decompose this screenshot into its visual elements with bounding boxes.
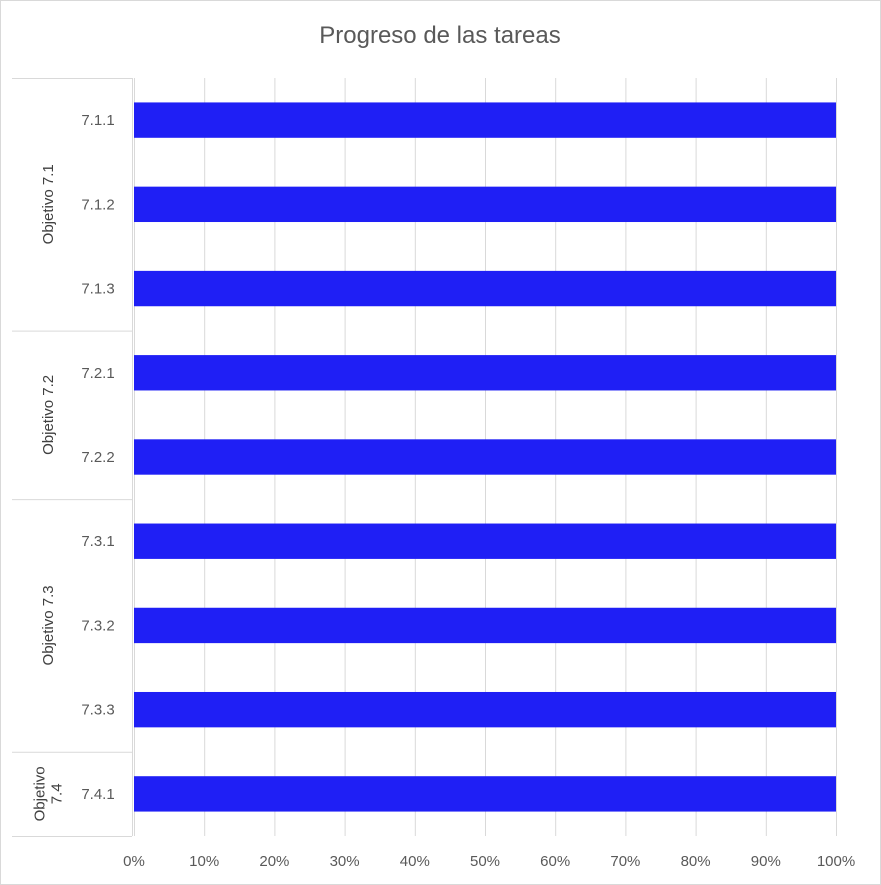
bars <box>134 102 836 812</box>
bar <box>134 439 836 475</box>
x-tick-label: 100% <box>817 853 855 870</box>
category-label: 7.4.1 <box>81 786 114 803</box>
x-tick-label: 70% <box>610 853 640 870</box>
chart-title: Progreso de las tareas <box>319 22 560 49</box>
x-tick-label: 20% <box>259 853 289 870</box>
group-label: Objetivo 7.1 <box>40 164 57 244</box>
value-axis-ticks: 0% 10% 20% 30% 40% 50% 60% 70% 80% 90% 100% <box>123 853 855 870</box>
group-label: Objetivo7.4 <box>32 766 66 821</box>
x-tick-label: 10% <box>189 853 219 870</box>
bar <box>134 776 836 812</box>
bar <box>134 186 836 223</box>
bar <box>134 523 836 559</box>
group-label-line: 7.4 <box>49 783 66 804</box>
bar <box>134 355 836 391</box>
group-label-line: Objetivo 7.1 <box>40 164 57 244</box>
group-label-line: Objetivo <box>32 766 49 821</box>
group-label: Objetivo 7.2 <box>40 375 57 455</box>
x-tick-label: 90% <box>751 853 781 870</box>
group-label: Objetivo 7.3 <box>40 585 57 665</box>
group-label-line: Objetivo 7.3 <box>40 585 57 665</box>
category-label: 7.3.2 <box>81 617 114 634</box>
x-tick-label: 60% <box>540 853 570 870</box>
category-label: 7.1.3 <box>81 281 114 298</box>
category-label: 7.2.1 <box>81 365 114 382</box>
category-label: 7.1.2 <box>81 196 114 213</box>
category-label: 7.3.3 <box>81 702 114 719</box>
x-tick-label: 30% <box>330 853 360 870</box>
x-tick-label: 0% <box>123 853 145 870</box>
category-axis: 7.1.1 7.1.2 7.1.3 7.2.1 7.2.2 7.3.1 7.3.2 7.3.3… <box>12 78 133 837</box>
bar <box>134 691 836 728</box>
category-label: 7.3.1 <box>81 533 114 550</box>
bar <box>134 270 836 307</box>
bar <box>134 607 836 644</box>
bar <box>134 102 836 138</box>
category-label: 7.1.1 <box>81 112 114 129</box>
category-label: 7.2.2 <box>81 449 114 466</box>
group-label-line: Objetivo 7.2 <box>40 375 57 455</box>
x-tick-label: 80% <box>681 853 711 870</box>
x-tick-label: 40% <box>400 853 430 870</box>
x-tick-label: 50% <box>470 853 500 870</box>
